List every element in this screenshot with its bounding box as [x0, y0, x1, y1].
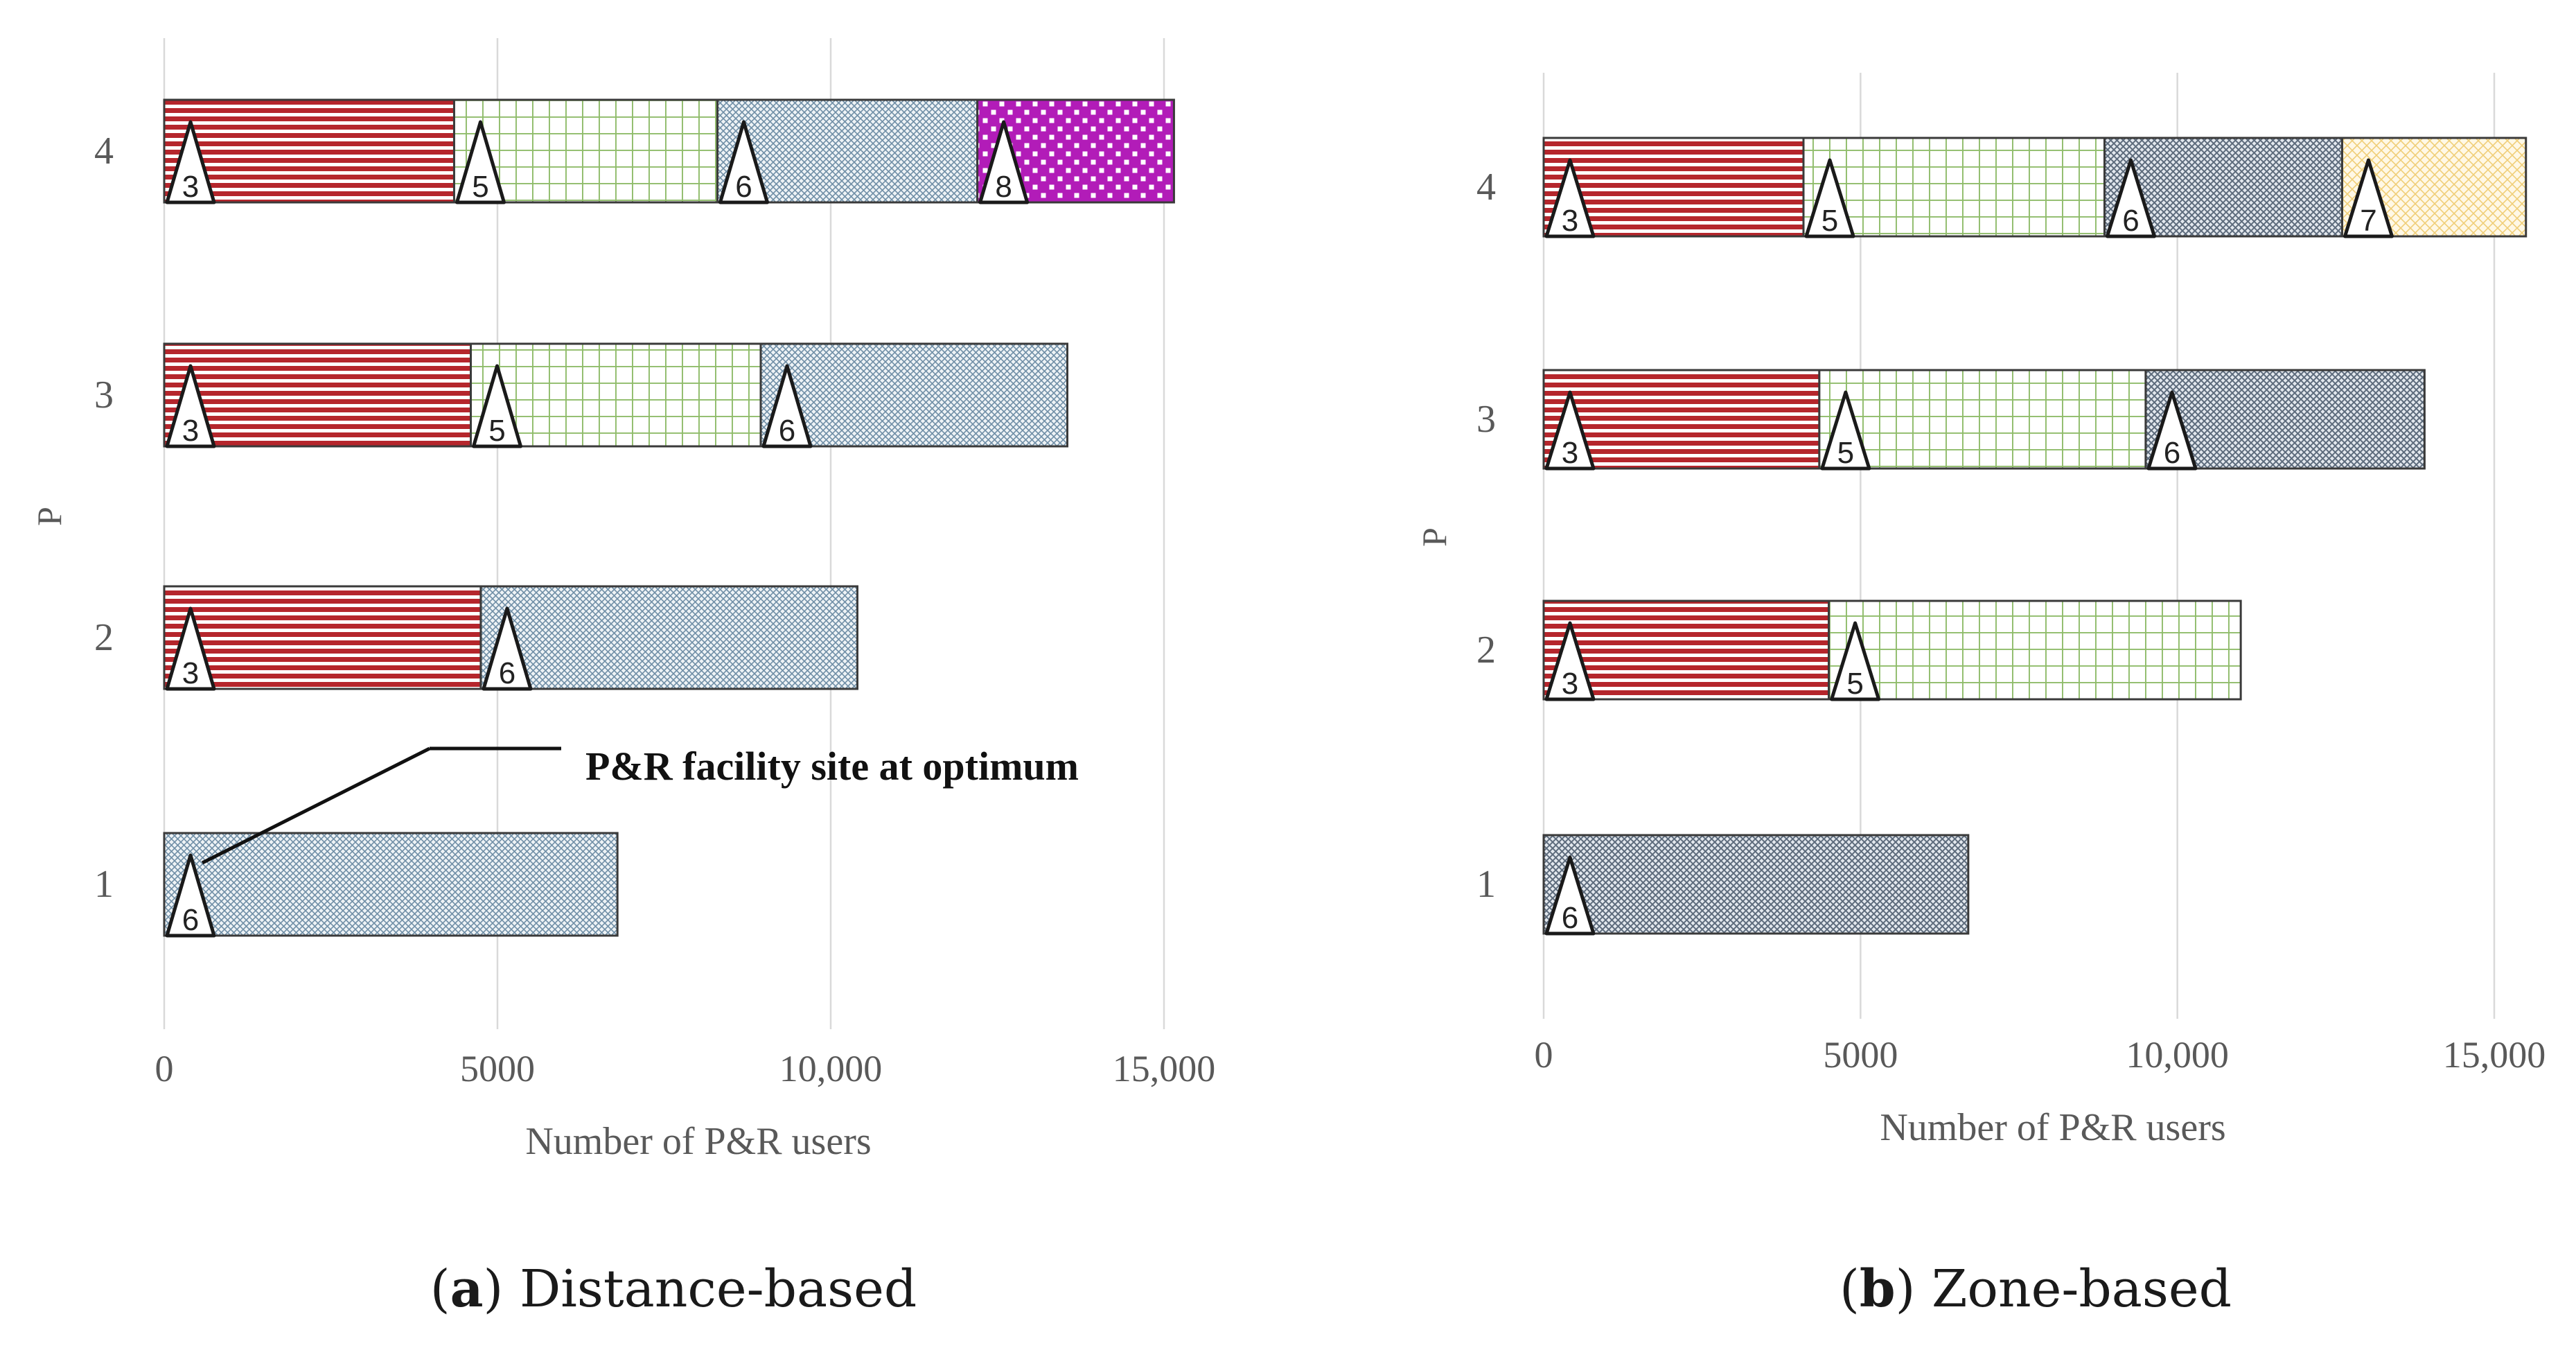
x-tick-label: 5000 — [1823, 1034, 1898, 1076]
site-label: 6 — [735, 170, 752, 204]
annotation-leader-line — [201, 746, 431, 865]
site-marker — [455, 120, 506, 204]
site-marker — [165, 120, 216, 204]
site-label: 6 — [1562, 901, 1578, 935]
site-marker — [472, 364, 523, 448]
site-label: 3 — [182, 414, 199, 448]
x-tick-label: 10,000 — [2126, 1034, 2229, 1076]
y-axis-title: P — [30, 507, 69, 526]
bar-segment — [759, 342, 1069, 448]
caption-b: (b) Zone-based — [1840, 1259, 2232, 1319]
site-marker — [165, 606, 216, 691]
bar-segment — [163, 585, 482, 690]
site-marker — [718, 120, 769, 204]
bar-segment — [479, 585, 858, 690]
site-label: 3 — [182, 170, 199, 204]
site-marker — [2105, 158, 2156, 238]
x-tick-label: 0 — [1535, 1034, 1553, 1076]
y-tick-label: 3 — [1476, 398, 1496, 441]
chart-distance-based: 6 3 6 3 5 6 3 5 6 8 0 5000 10,000 15,000 1 2 3 4 P Numbe… — [30, 38, 1215, 1163]
y-tick-label: 4 — [94, 130, 114, 173]
site-label: 7 — [2360, 204, 2376, 238]
caption-b-text: Zone-based — [1932, 1259, 2232, 1319]
y-axis-title: P — [1415, 527, 1454, 547]
site-marker — [1820, 390, 1871, 471]
site-label: 3 — [182, 656, 199, 690]
x-tick-label: 10,000 — [779, 1048, 883, 1089]
chart-zone-based: 6 3 5 3 5 6 3 5 6 7 0 5000 10,000 15,000 1 2 3 4 P Numbe… — [1415, 73, 2546, 1149]
site-marker — [1544, 390, 1596, 471]
site-label: 3 — [1562, 436, 1578, 470]
x-tick-label: 15,000 — [1113, 1048, 1216, 1089]
site-label: 5 — [488, 414, 505, 448]
annotation-callout: P&R facility site at optimum — [201, 744, 1079, 865]
x-axis-title: Number of P&R users — [525, 1120, 871, 1163]
site-marker — [482, 606, 533, 691]
caption-b-label: b — [1860, 1259, 1896, 1319]
site-label: 6 — [779, 414, 795, 448]
bar-segment — [1542, 834, 1970, 935]
site-marker — [1544, 621, 1596, 701]
site-label: 6 — [499, 656, 515, 690]
site-marker — [1804, 158, 1855, 238]
bar-segment — [470, 342, 762, 448]
site-marker — [165, 853, 216, 938]
annotation-label: P&R facility site at optimum — [585, 744, 1079, 789]
caption-a-text: Distance-based — [520, 1259, 917, 1319]
caption-a-label: a — [450, 1259, 484, 1319]
y-tick-label: 1 — [94, 863, 114, 906]
site-label: 5 — [1821, 204, 1838, 238]
site-marker — [2343, 158, 2394, 238]
site-marker — [1544, 158, 1596, 238]
y-tick-label: 1 — [1476, 863, 1496, 906]
y-tick-label: 3 — [94, 374, 114, 417]
site-label: 3 — [1562, 204, 1578, 238]
x-tick-label: 5000 — [460, 1048, 535, 1089]
site-label: 6 — [182, 903, 199, 937]
site-marker — [978, 120, 1030, 204]
site-label: 5 — [472, 170, 488, 204]
site-label: 3 — [1562, 667, 1578, 701]
x-tick-label: 0 — [155, 1048, 174, 1089]
bar-segment — [1828, 599, 2242, 701]
bar-segment — [163, 342, 473, 448]
bar-segment — [1818, 369, 2147, 470]
site-marker — [1830, 621, 1881, 701]
caption-a: (a) Distance-based — [430, 1259, 917, 1319]
y-tick-label: 4 — [1476, 166, 1496, 209]
x-axis-title: Number of P&R users — [1880, 1106, 2225, 1149]
site-marker — [165, 364, 216, 448]
site-label: 5 — [1837, 436, 1854, 470]
x-tick-label: 15,000 — [2443, 1034, 2546, 1076]
y-tick-label: 2 — [1476, 629, 1496, 672]
site-label: 6 — [2122, 204, 2139, 238]
site-label: 6 — [2164, 436, 2180, 470]
site-marker — [2146, 390, 2198, 471]
bar-segment — [163, 832, 619, 937]
bar-segment — [1802, 137, 2106, 238]
y-tick-label: 2 — [94, 616, 114, 659]
site-label: 8 — [995, 170, 1012, 204]
site-marker — [761, 364, 813, 448]
bar-segment — [1542, 599, 1830, 701]
site-label: 5 — [1846, 667, 1863, 701]
site-marker — [1544, 855, 1596, 936]
bar-segment — [163, 98, 455, 204]
